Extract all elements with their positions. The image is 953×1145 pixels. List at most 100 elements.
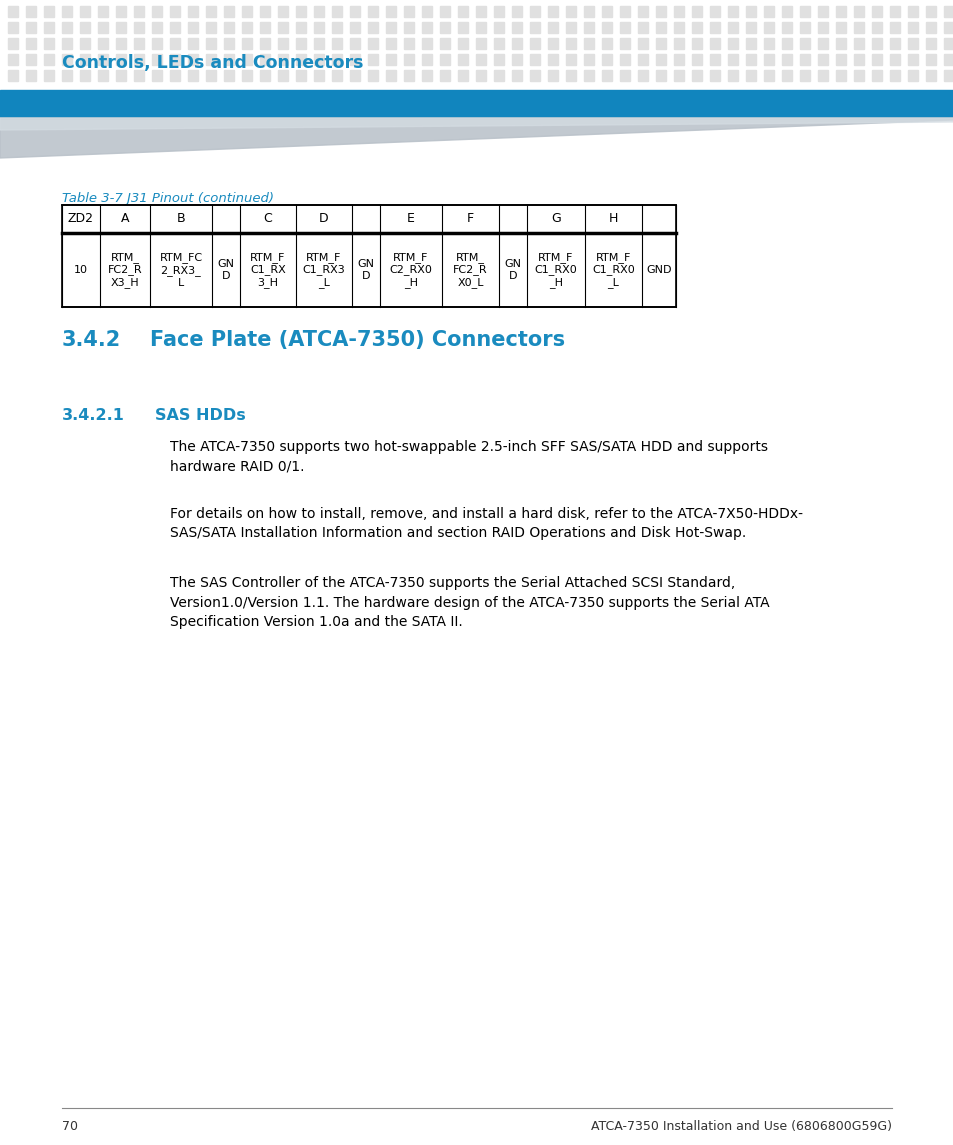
Text: GN
D: GN D: [217, 259, 234, 281]
Bar: [691, 38, 701, 49]
Bar: [188, 70, 198, 81]
Bar: [925, 22, 935, 33]
Polygon shape: [0, 118, 953, 131]
Bar: [835, 22, 845, 33]
Text: Controls, LEDs and Connectors: Controls, LEDs and Connectors: [62, 54, 363, 72]
Bar: [512, 6, 521, 17]
Bar: [314, 6, 324, 17]
Bar: [494, 22, 503, 33]
Bar: [224, 38, 233, 49]
Bar: [638, 70, 647, 81]
Text: D: D: [319, 213, 329, 226]
Bar: [871, 70, 882, 81]
Bar: [206, 6, 215, 17]
Bar: [943, 38, 953, 49]
Bar: [619, 6, 629, 17]
Bar: [62, 70, 71, 81]
Bar: [565, 70, 576, 81]
Bar: [530, 38, 539, 49]
Bar: [80, 22, 90, 33]
Bar: [8, 70, 18, 81]
Bar: [386, 6, 395, 17]
Bar: [457, 38, 468, 49]
Bar: [26, 22, 36, 33]
Bar: [871, 54, 882, 65]
Bar: [457, 54, 468, 65]
Bar: [547, 70, 558, 81]
Bar: [224, 6, 233, 17]
Bar: [925, 38, 935, 49]
Bar: [116, 38, 126, 49]
Bar: [763, 70, 773, 81]
Bar: [494, 38, 503, 49]
Text: 3.4.2: 3.4.2: [62, 330, 121, 350]
Bar: [224, 70, 233, 81]
Bar: [44, 38, 54, 49]
Bar: [889, 6, 899, 17]
Bar: [314, 38, 324, 49]
Bar: [386, 54, 395, 65]
Bar: [295, 6, 306, 17]
Bar: [152, 70, 162, 81]
Bar: [745, 38, 755, 49]
Text: RTM_FC
2_RX3_
L: RTM_FC 2_RX3_ L: [159, 252, 202, 287]
Text: GN
D: GN D: [357, 259, 375, 281]
Bar: [133, 54, 144, 65]
Bar: [853, 54, 863, 65]
Bar: [656, 38, 665, 49]
Bar: [619, 38, 629, 49]
Bar: [26, 54, 36, 65]
Bar: [800, 6, 809, 17]
Text: SAS HDDs: SAS HDDs: [154, 408, 246, 423]
Bar: [8, 6, 18, 17]
Bar: [943, 54, 953, 65]
Bar: [889, 54, 899, 65]
Bar: [673, 54, 683, 65]
Bar: [691, 6, 701, 17]
Bar: [277, 54, 288, 65]
Bar: [439, 6, 450, 17]
Bar: [476, 54, 485, 65]
Bar: [547, 6, 558, 17]
Bar: [476, 22, 485, 33]
Bar: [476, 6, 485, 17]
Bar: [691, 54, 701, 65]
Bar: [350, 22, 359, 33]
Bar: [368, 54, 377, 65]
Bar: [62, 6, 71, 17]
Bar: [439, 22, 450, 33]
Bar: [62, 54, 71, 65]
Bar: [907, 38, 917, 49]
Bar: [727, 22, 738, 33]
Bar: [8, 38, 18, 49]
Text: F: F: [466, 213, 474, 226]
Bar: [925, 6, 935, 17]
Bar: [817, 38, 827, 49]
Bar: [673, 22, 683, 33]
Text: H: H: [608, 213, 618, 226]
Text: Table 3-7 J31 Pinout (continued): Table 3-7 J31 Pinout (continued): [62, 192, 274, 205]
Bar: [8, 54, 18, 65]
Bar: [494, 70, 503, 81]
Bar: [188, 22, 198, 33]
Bar: [80, 6, 90, 17]
Bar: [800, 38, 809, 49]
Bar: [26, 6, 36, 17]
Text: RTM_
FC2_R
X3_H: RTM_ FC2_R X3_H: [108, 252, 142, 289]
Bar: [781, 54, 791, 65]
Bar: [80, 54, 90, 65]
Bar: [170, 6, 180, 17]
Bar: [673, 70, 683, 81]
Bar: [745, 22, 755, 33]
Bar: [889, 38, 899, 49]
Bar: [457, 22, 468, 33]
Bar: [763, 38, 773, 49]
Bar: [439, 70, 450, 81]
Bar: [835, 54, 845, 65]
Bar: [691, 70, 701, 81]
Bar: [638, 22, 647, 33]
Bar: [619, 54, 629, 65]
Bar: [170, 38, 180, 49]
Bar: [368, 38, 377, 49]
Text: ZD2: ZD2: [68, 213, 94, 226]
